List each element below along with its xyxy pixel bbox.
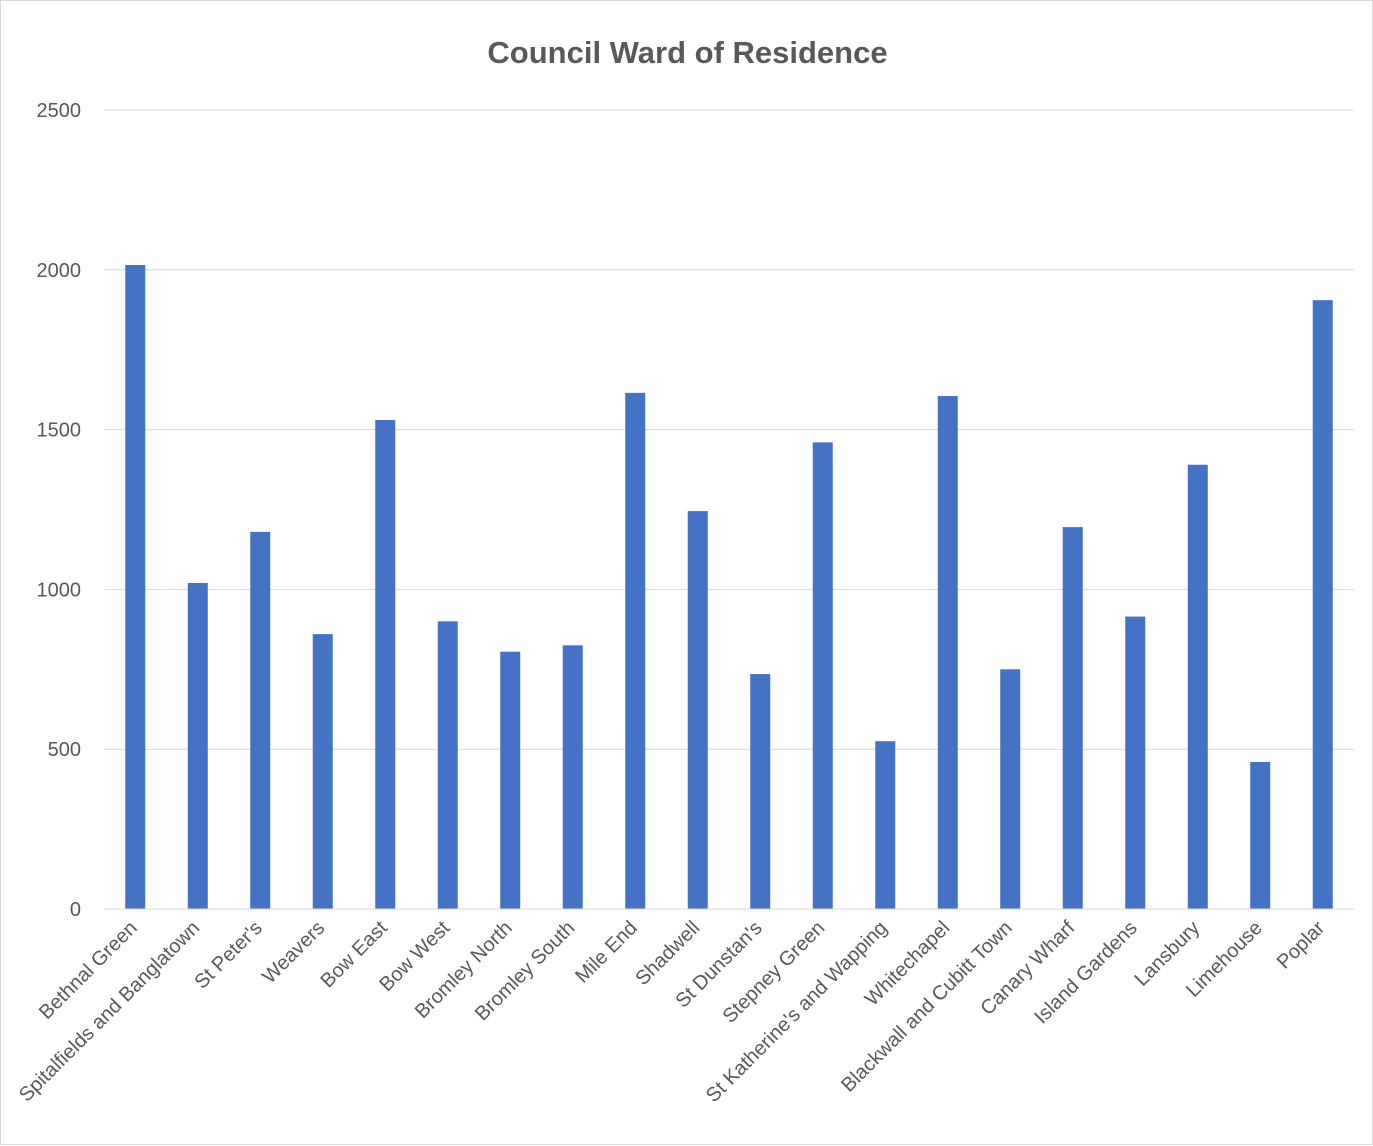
bar <box>1000 669 1021 909</box>
bar <box>687 511 708 909</box>
y-tick-label: 2000 <box>37 260 82 282</box>
x-category-label: Mile End <box>571 917 642 988</box>
bar <box>937 396 958 909</box>
bar <box>125 265 146 910</box>
bar <box>187 583 208 909</box>
bar <box>1062 527 1083 909</box>
bar <box>1250 761 1271 909</box>
bar <box>812 442 833 909</box>
y-tick-label: 500 <box>48 739 81 761</box>
bar <box>875 741 896 909</box>
bar <box>312 634 333 909</box>
bar <box>625 392 646 909</box>
bars <box>125 265 1333 910</box>
bar <box>437 621 458 909</box>
x-category-label: St Peter's <box>190 917 266 993</box>
x-category-label: Poplar <box>1273 917 1330 974</box>
bar <box>1125 616 1146 909</box>
bar <box>562 645 583 909</box>
bar <box>375 420 396 909</box>
y-tick-label: 2500 <box>37 100 82 122</box>
bar <box>250 531 271 909</box>
y-tick-label: 1500 <box>37 420 82 442</box>
bar <box>1187 464 1208 909</box>
gridlines <box>104 109 1354 750</box>
y-tick-label: 1000 <box>37 579 82 601</box>
y-tick-label: 0 <box>70 899 81 921</box>
bar <box>750 674 771 909</box>
y-axis-ticks: 0 500 1000 1500 2000 2500 <box>37 100 82 921</box>
bar <box>500 651 521 909</box>
bar <box>1312 300 1333 909</box>
chart-title: Council Ward of Residence <box>487 35 888 70</box>
